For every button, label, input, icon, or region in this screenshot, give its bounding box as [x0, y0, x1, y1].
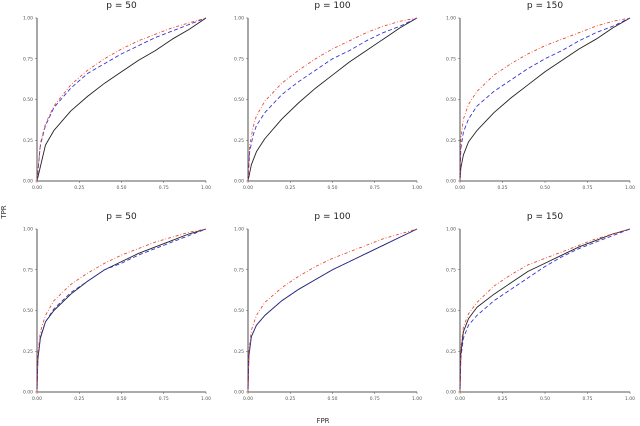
panel-4: p = 50 0.00 0.25 0.50 0.75 1.00 0.00 0.25 0.50 0.…	[23, 212, 211, 402]
y-tick-label: 0.75	[23, 56, 33, 62]
x-tick-label: 0.50	[116, 185, 126, 191]
x-tick-label: 0.00	[32, 185, 42, 191]
roc-curve-dotdash	[247, 228, 418, 393]
y-tick-label: 1.00	[23, 16, 33, 22]
y-tick-label: 0.25	[23, 138, 33, 144]
y-tick-label: 0.25	[23, 349, 33, 355]
x-tick-label: 0.00	[32, 396, 42, 402]
roc-curve-dotdash	[459, 17, 631, 182]
panel-title: p = 150	[527, 1, 563, 11]
roc-curve-dashed	[36, 17, 207, 182]
panel-title: p = 150	[527, 212, 563, 222]
y-tick-label: 1.00	[23, 227, 33, 233]
y-tick-label: 0.25	[446, 349, 456, 355]
y-tick-label: 0.75	[234, 56, 244, 62]
y-tick-label: 0.00	[446, 179, 456, 185]
x-tick-label: 1.00	[412, 185, 422, 191]
y-tick-label: 0.25	[234, 349, 244, 355]
panel-5: p = 100 0.00 0.25 0.50 0.75 1.00 0.00 0.25 0.50 0…	[234, 212, 422, 402]
x-tick-label: 0.50	[116, 396, 126, 402]
roc-curve-dotdash	[459, 228, 631, 393]
x-tick-label: 0.00	[455, 396, 465, 402]
y-tick-label: 0.75	[234, 267, 244, 273]
x-tick-label: 1.00	[625, 396, 635, 402]
y-tick-label: 0.50	[234, 308, 244, 314]
x-tick-label: 0.50	[327, 185, 337, 191]
panel-title: p = 50	[106, 1, 137, 11]
x-tick-label: 0.75	[582, 396, 592, 402]
y-tick-label: 0.50	[23, 97, 33, 103]
y-tick-label: 0.00	[234, 179, 244, 185]
panel-title: p = 100	[314, 212, 350, 222]
roc-curve-dashed	[459, 228, 631, 393]
panel-grid: p = 50 0.00 0.25 0.50 0.75 1.00 0.00 0.25 0.50 0.…	[23, 1, 635, 402]
x-tick-label: 0.25	[74, 185, 84, 191]
y-tick-label: 0.00	[23, 179, 33, 185]
y-tick-label: 0.00	[23, 390, 33, 396]
y-tick-label: 0.50	[446, 308, 456, 314]
x-tick-label: 0.75	[159, 185, 169, 191]
roc-curve-solid	[36, 228, 207, 393]
x-tick-label: 0.75	[370, 396, 380, 402]
roc-curve-dashed	[459, 17, 631, 182]
y-tick-label: 1.00	[446, 227, 456, 233]
roc-curve-dotdash	[36, 228, 207, 393]
y-axis-title: TPR	[0, 205, 8, 219]
x-tick-label: 0.50	[540, 396, 550, 402]
x-tick-label: 1.00	[625, 185, 635, 191]
panel-2: p = 100 0.00 0.25 0.50 0.75 1.00 0.00 0.25 0.50 0…	[234, 1, 422, 191]
roc-curve-solid	[247, 17, 418, 182]
x-tick-label: 0.75	[370, 185, 380, 191]
x-tick-label: 0.25	[497, 185, 507, 191]
panel-6: p = 150 0.00 0.25 0.50 0.75 1.00 0.00 0.25 0.50 0…	[446, 212, 635, 402]
x-tick-label: 0.25	[497, 396, 507, 402]
y-tick-label: 1.00	[234, 227, 244, 233]
y-tick-label: 0.50	[23, 308, 33, 314]
x-tick-label: 0.50	[327, 396, 337, 402]
y-tick-label: 0.25	[446, 138, 456, 144]
roc-curve-solid	[459, 228, 631, 393]
x-tick-label: 0.00	[455, 185, 465, 191]
x-tick-label: 0.25	[74, 396, 84, 402]
x-tick-label: 0.75	[582, 185, 592, 191]
panel-title: p = 100	[314, 1, 350, 11]
y-tick-label: 0.00	[446, 390, 456, 396]
panel-1: p = 50 0.00 0.25 0.50 0.75 1.00 0.00 0.25 0.50 0.…	[23, 1, 211, 191]
panel-title: p = 50	[106, 212, 137, 222]
x-axis-title: FPR	[316, 417, 329, 425]
panel-3: p = 150 0.00 0.25 0.50 0.75 1.00 0.00 0.25 0.50 0…	[446, 1, 635, 191]
roc-curve-dashed	[247, 17, 418, 182]
y-tick-label: 1.00	[446, 16, 456, 22]
y-tick-label: 0.00	[234, 390, 244, 396]
x-tick-label: 1.00	[412, 396, 422, 402]
y-tick-label: 1.00	[234, 16, 244, 22]
roc-curve-dotdash	[247, 17, 418, 182]
x-tick-label: 0.50	[540, 185, 550, 191]
x-tick-label: 1.00	[201, 396, 211, 402]
y-tick-label: 0.75	[23, 267, 33, 273]
x-tick-label: 0.00	[243, 396, 253, 402]
y-tick-label: 0.50	[234, 97, 244, 103]
x-tick-label: 0.25	[285, 396, 295, 402]
roc-curve-solid	[459, 17, 631, 182]
x-tick-label: 0.25	[285, 185, 295, 191]
x-tick-label: 1.00	[201, 185, 211, 191]
roc-curve-dashed	[247, 228, 418, 393]
y-tick-label: 0.75	[446, 56, 456, 62]
y-tick-label: 0.75	[446, 267, 456, 273]
x-tick-label: 0.75	[159, 396, 169, 402]
y-tick-label: 0.50	[446, 97, 456, 103]
y-tick-label: 0.25	[234, 138, 244, 144]
x-tick-label: 0.00	[243, 185, 253, 191]
roc-curve-solid	[36, 17, 207, 182]
